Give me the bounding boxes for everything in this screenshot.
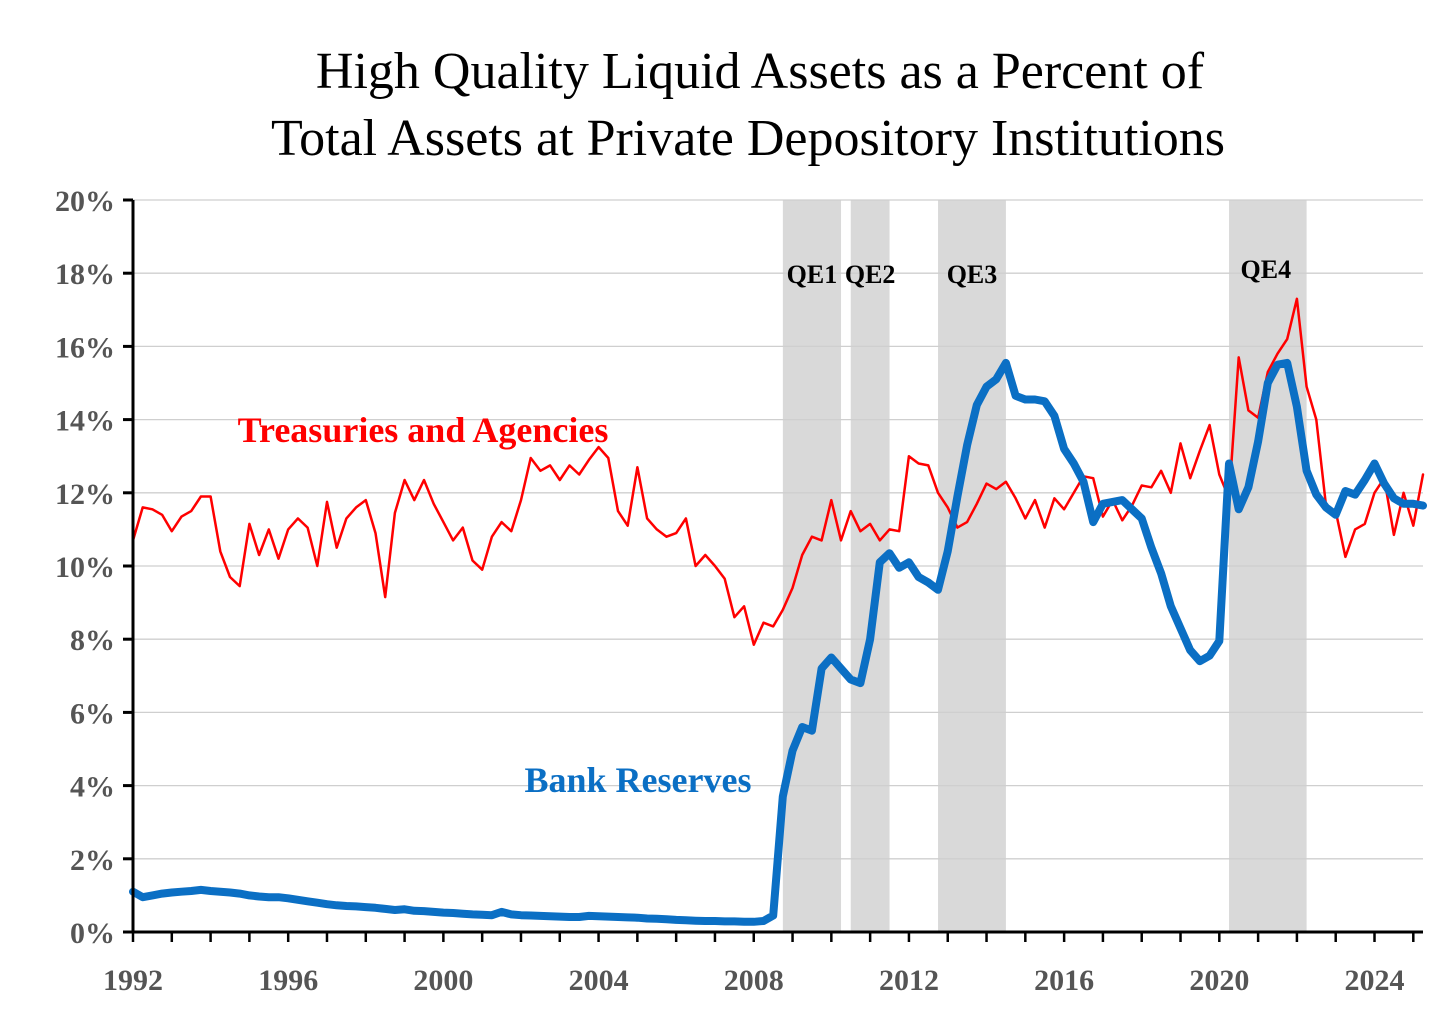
chart-title-line-1: High Quality Liquid Assets as a Percent … bbox=[316, 43, 1205, 100]
y-tick-label: 20% bbox=[55, 185, 115, 218]
series-label-bank-reserves: Bank Reserves bbox=[525, 760, 752, 800]
y-tick-label: 12% bbox=[55, 478, 115, 511]
axes bbox=[123, 198, 1423, 942]
x-tick-label: 2016 bbox=[1034, 964, 1094, 997]
y-tick-labels: 0% 2% 4% 6% 8% 10% 12% 14% 16% 18% 20% bbox=[55, 185, 115, 950]
qe-label-qe3: QE3 bbox=[947, 260, 998, 289]
y-tick-label: 10% bbox=[55, 551, 115, 584]
series-line-treasuries-and-agencies bbox=[131, 297, 1425, 646]
series-line-bank-reserves bbox=[129, 358, 1427, 926]
y-tick-label: 2% bbox=[70, 844, 115, 877]
y-tick-label: 6% bbox=[70, 697, 115, 730]
x-tick-label: 1996 bbox=[258, 964, 318, 997]
qe-label-qe4: QE4 bbox=[1241, 255, 1292, 284]
x-tick-label: 1992 bbox=[103, 964, 163, 997]
chart-title-line-2: Total Assets at Private Depository Insti… bbox=[271, 110, 1225, 167]
x-tick-label: 2024 bbox=[1345, 964, 1405, 997]
y-tick-label: 0% bbox=[70, 917, 115, 950]
x-tick-labels: 1992 1996 2000 2004 2008 2012 2016 2020 2024 bbox=[103, 964, 1405, 997]
y-tick-label: 18% bbox=[55, 258, 115, 291]
x-tick-label: 2020 bbox=[1189, 964, 1249, 997]
qe-label-qe1: QE1 bbox=[787, 260, 838, 289]
qe-label-qe2: QE2 bbox=[845, 260, 896, 289]
series-label-treasuries: Treasuries and Agencies bbox=[238, 410, 609, 450]
qe-labels: QE1 QE2 QE3 QE4 bbox=[787, 255, 1291, 289]
series-lines bbox=[129, 297, 1427, 926]
x-tick-label: 2012 bbox=[879, 964, 939, 997]
x-tick-label: 2008 bbox=[724, 964, 784, 997]
y-tick-label: 14% bbox=[55, 405, 115, 438]
y-tick-label: 8% bbox=[70, 624, 115, 657]
x-tick-label: 2000 bbox=[413, 964, 473, 997]
y-tick-label: 16% bbox=[55, 331, 115, 364]
x-tick-label: 2004 bbox=[569, 964, 629, 997]
y-tick-label: 4% bbox=[70, 771, 115, 804]
